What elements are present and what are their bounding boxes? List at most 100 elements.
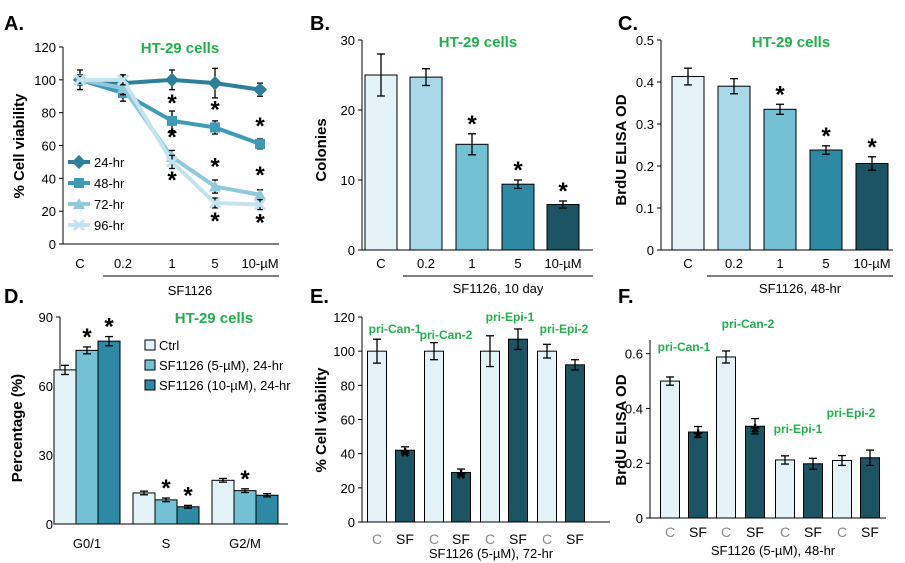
x-tick-label: 0.2: [725, 256, 743, 271]
legend-label: 96-hr: [94, 218, 125, 233]
bar: [803, 463, 823, 519]
y-tick-label: 120: [333, 310, 355, 325]
significance-star: *: [750, 419, 760, 446]
y-tick-label: 0.2: [625, 456, 643, 471]
x-tick-label: 1: [468, 256, 475, 271]
series-96-hr: * * *: [73, 73, 267, 237]
group-label: pri-Epi-1: [774, 422, 823, 436]
chart-title: HT-29 cells: [752, 34, 830, 51]
bar: [537, 350, 557, 523]
significance-star: *: [255, 113, 265, 140]
bar: [455, 143, 489, 251]
y-tick-label: 0.6: [625, 347, 643, 362]
significance-star: *: [400, 443, 410, 470]
x-tick-label: C: [780, 524, 790, 540]
legend-marker: [74, 178, 84, 188]
significance-star: *: [104, 314, 114, 341]
y-tick-label: 0.1: [636, 201, 654, 216]
bar: [763, 108, 797, 251]
significance-star: *: [167, 90, 177, 117]
bar: [255, 494, 279, 525]
bar: [809, 149, 843, 251]
significance-star: *: [183, 482, 193, 509]
x-tick-label: C: [372, 531, 382, 547]
y-tick-label: 0: [46, 517, 53, 532]
group-label: pri-Can-2: [420, 328, 473, 342]
data-point: [255, 138, 265, 149]
x-tick-label: C: [75, 256, 84, 271]
y-tick-label: 120: [34, 40, 56, 55]
panel-label: D.: [4, 286, 24, 308]
bar: [832, 459, 852, 519]
chart-title: HT-29 cells: [141, 40, 219, 57]
bar: [565, 364, 585, 523]
x-tick-label: C: [721, 524, 731, 540]
legend-label: Ctrl: [159, 338, 179, 353]
y-tick-label: 20: [341, 481, 355, 496]
group-label: pri-Epi-2: [540, 322, 589, 336]
bar: [855, 162, 889, 251]
y-tick-label: 60: [39, 379, 53, 394]
legend-item: 72-hr: [68, 197, 125, 212]
legend-item: 48-hr: [68, 176, 125, 191]
significance-star: *: [467, 111, 477, 138]
data-point: [116, 73, 130, 86]
legend-item: 24-hr: [68, 154, 125, 170]
bar: [154, 499, 178, 525]
bar: [211, 479, 235, 525]
y-tick-label: 20: [42, 204, 56, 219]
legend-swatch: [144, 339, 156, 351]
y-tick-label: 90: [39, 310, 53, 325]
significance-star: *: [867, 134, 877, 161]
y-tick-label: 0.3: [636, 117, 654, 132]
x-tick-label: SF: [566, 531, 584, 547]
significance-star: *: [255, 162, 265, 189]
bar: [717, 85, 751, 251]
legend-item: SF1126 (10-µM), 24-hr: [144, 378, 291, 393]
y-tick-label: 40: [341, 447, 355, 462]
panel-b: B. HT-29 cells 0 10 20 30 Colonies C 0.2 * 1 * 5 * 10-…: [310, 13, 593, 296]
bar: [424, 350, 444, 523]
panel-label: F.: [618, 286, 634, 308]
legend-marker: [73, 198, 85, 209]
bar: [501, 183, 535, 251]
y-tick-label: 0: [348, 515, 355, 530]
panel-f: F. 0 0.2 0.4 0.6 BrdU ELISA OD C * SF C * SF C SF C SF p…: [613, 286, 886, 558]
chart-title: HT-29 cells: [175, 310, 253, 327]
bar: [367, 350, 387, 523]
y-tick-label: 40: [42, 171, 56, 186]
data-point: [117, 82, 129, 94]
group-label: pri-Epi-1: [486, 310, 535, 324]
legend-item: Ctrl: [144, 338, 179, 353]
significance-star: *: [167, 167, 177, 194]
y-axis-label: Percentage (%): [9, 374, 26, 482]
x-tick-label: 1: [776, 256, 783, 271]
x-tick-label: C: [542, 531, 552, 547]
legend-swatch: [144, 359, 156, 371]
legend-swatch: [144, 379, 156, 391]
bar: [53, 369, 77, 525]
x-tick-label: SF: [452, 531, 470, 547]
bar: [132, 492, 156, 525]
data-point: [254, 188, 266, 200]
legend-marker: [72, 218, 86, 232]
data-point: [252, 82, 268, 97]
x-tick-label: SF: [804, 524, 822, 540]
x-tick-label: G2/M: [229, 536, 261, 551]
legend-marker: [71, 154, 87, 170]
significance-star: *: [210, 96, 220, 123]
y-tick-label: 0: [348, 243, 355, 258]
x-tick-label: 5: [211, 256, 218, 271]
x-axis-label: SF1126, 48-hr: [759, 281, 842, 296]
x-tick-label: C: [665, 524, 675, 540]
panel-label: A.: [4, 13, 24, 35]
significance-star: *: [513, 157, 523, 184]
x-axis-label: SF1126, 10 day: [453, 281, 544, 296]
panel-label: E.: [310, 286, 329, 308]
x-tick-label: C: [376, 256, 385, 271]
data-point: [208, 196, 222, 210]
x-tick-label: 10-µM: [853, 256, 890, 271]
x-tick-label: SF: [861, 524, 879, 540]
x-tick-label: 1: [168, 256, 175, 271]
x-axis-label: SF1126 (5-µM), 48-hr: [711, 543, 836, 558]
